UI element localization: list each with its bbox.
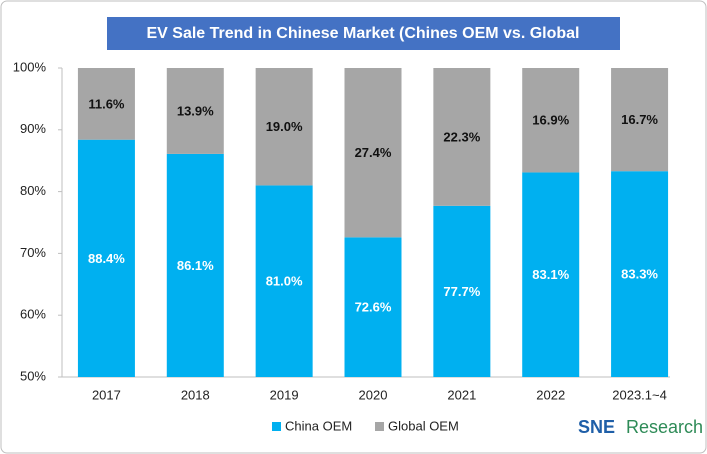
x-tick-label: 2021 <box>447 387 476 402</box>
bar-segment <box>433 205 491 377</box>
title-box <box>107 17 620 50</box>
value-label: 19.0% <box>266 119 303 134</box>
bar-segment <box>77 139 135 377</box>
y-tick-label: 100% <box>13 59 47 74</box>
value-label: 86.1% <box>177 258 214 273</box>
y-tick-label: 60% <box>20 307 46 322</box>
value-label: 16.7% <box>621 112 658 127</box>
legend-label: China OEM <box>285 418 352 433</box>
value-label: 11.6% <box>88 96 125 111</box>
value-label: 77.7% <box>443 284 480 299</box>
y-tick-label: 80% <box>20 183 46 198</box>
x-tick-label: 2020 <box>359 387 388 402</box>
y-tick-label: 90% <box>20 121 46 136</box>
x-tick-label: 2022 <box>536 387 565 402</box>
chart-title: EV Sale Trend in Chinese Market (Chines … <box>146 25 579 42</box>
bar-segment <box>522 68 580 173</box>
bar-segment <box>166 68 224 154</box>
value-label: 22.3% <box>443 129 480 144</box>
legend-label: Global OEM <box>388 418 459 433</box>
value-label: 81.0% <box>266 274 303 289</box>
value-label: 83.1% <box>532 267 569 282</box>
bar-segment <box>611 68 669 172</box>
value-label: 88.4% <box>88 251 125 266</box>
value-label: 13.9% <box>177 103 214 118</box>
x-tick-label: 2023.1~4 <box>612 387 667 402</box>
legend-swatch <box>272 422 281 431</box>
bar-segment <box>77 68 135 140</box>
legend-swatch <box>375 422 384 431</box>
bar-segment <box>255 68 313 186</box>
bar-segment <box>255 185 313 377</box>
x-tick-label: 2018 <box>181 387 210 402</box>
bar-segment <box>522 172 580 377</box>
value-label: 27.4% <box>355 145 392 160</box>
y-tick-label: 50% <box>20 368 46 383</box>
bar-segment <box>166 153 224 377</box>
value-label: 72.6% <box>355 300 392 315</box>
value-label: 16.9% <box>532 113 569 128</box>
bar-segment <box>344 68 402 238</box>
x-tick-label: 2019 <box>270 387 299 402</box>
y-tick-label: 70% <box>20 245 46 260</box>
logo-suffix: Research <box>626 417 703 437</box>
logo-prefix: SNE <box>578 417 615 437</box>
bar-segment <box>344 237 402 377</box>
bar-segment <box>611 171 669 377</box>
x-tick-label: 2017 <box>92 387 121 402</box>
bar-segment <box>433 68 491 206</box>
value-label: 83.3% <box>621 267 658 282</box>
